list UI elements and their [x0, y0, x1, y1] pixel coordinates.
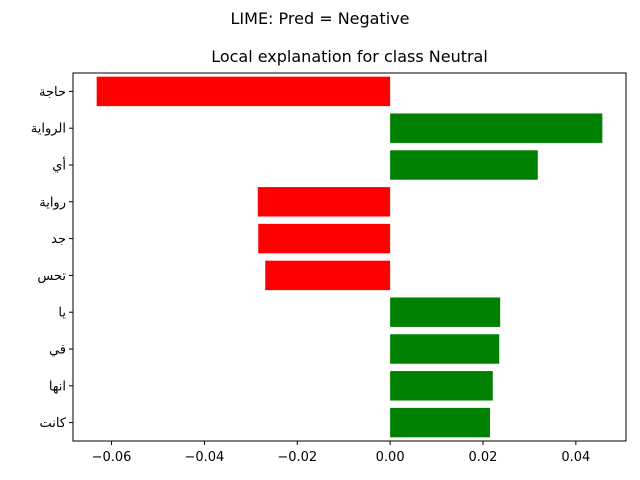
- y-tick-label: رواية: [39, 195, 66, 210]
- bar: [390, 407, 490, 438]
- plot-area: حاجة الرواية أي رواية جد تحس يا في انها كانت −0.0…: [31, 72, 627, 465]
- bar: [390, 371, 493, 401]
- x-tick-label: 0.04: [561, 450, 590, 465]
- y-tick-label: الرواية: [31, 122, 66, 137]
- y-axis: حاجة الرواية أي رواية جد تحس يا في انها كانت: [31, 85, 73, 431]
- x-tick-label: −0.04: [184, 450, 224, 465]
- bar: [390, 297, 501, 327]
- y-tick-label: جد: [51, 232, 66, 247]
- figure-suptitle: LIME: Pred = Negative: [231, 9, 410, 28]
- x-tick-label: 0.02: [469, 450, 498, 465]
- bar: [265, 260, 391, 291]
- x-tick-label: −0.02: [277, 450, 317, 465]
- y-tick-label: كانت: [39, 416, 66, 431]
- bar: [390, 150, 538, 180]
- axes-frame: [72, 72, 627, 442]
- y-tick-label: أي: [52, 157, 66, 174]
- bar: [258, 223, 391, 254]
- y-tick-label: في: [49, 343, 66, 358]
- bar: [96, 76, 391, 107]
- x-axis: −0.06 −0.04 −0.02 0.00 0.02 0.04: [92, 441, 590, 465]
- y-tick-label: يا: [58, 306, 66, 321]
- y-tick-label: تحس: [37, 269, 66, 284]
- chart-title: Local explanation for class Neutral: [211, 47, 488, 66]
- y-tick-label: حاجة: [39, 85, 66, 100]
- bars-group: [96, 76, 603, 438]
- bar: [390, 113, 603, 143]
- x-tick-label: −0.06: [92, 450, 132, 465]
- x-tick-label: 0.00: [376, 450, 405, 465]
- bar: [257, 187, 391, 217]
- bar: [390, 334, 500, 364]
- y-tick-label: انها: [49, 379, 66, 394]
